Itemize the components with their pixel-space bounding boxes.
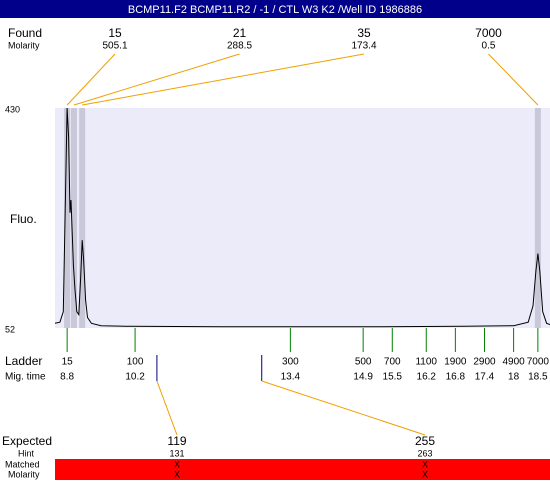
- expected-connector: [261, 380, 426, 436]
- found-molarity: 288.5: [227, 41, 252, 52]
- found-molarity: 173.4: [351, 41, 376, 52]
- hint: 263: [417, 448, 432, 458]
- matched-band: [55, 459, 550, 480]
- matched: X: [174, 459, 180, 469]
- ladder-size: 15: [62, 357, 74, 368]
- molarity: X: [174, 469, 180, 479]
- mig-time-label: Mig. time: [5, 372, 46, 383]
- found-connector: [82, 53, 365, 106]
- mig-time: 10.2: [125, 372, 145, 383]
- y-tick-label: 52: [5, 324, 15, 334]
- title-bar: [0, 0, 550, 18]
- y-axis-label: Fluo.: [10, 212, 37, 226]
- molarity: X: [422, 469, 428, 479]
- found-molarity: 505.1: [102, 41, 127, 52]
- found-size: 15: [108, 26, 122, 40]
- found-size: 7000: [475, 26, 502, 40]
- found-connector: [66, 53, 116, 106]
- ladder-size: 1100: [415, 357, 437, 368]
- expected-size: 255: [415, 434, 435, 448]
- peak-band: [70, 108, 77, 328]
- mig-time: 14.9: [353, 372, 373, 383]
- ladder-size: 700: [384, 357, 401, 368]
- hint: 131: [169, 448, 184, 458]
- mig-time: 18.5: [528, 372, 548, 383]
- found-connector: [488, 53, 539, 106]
- found-molarity: 0.5: [482, 41, 496, 52]
- peak-band: [534, 108, 541, 328]
- matched-label: Matched: [5, 459, 40, 469]
- found-connector: [73, 53, 240, 106]
- found-size: 35: [357, 26, 371, 40]
- plot-area: [55, 108, 550, 328]
- mig-time: 16.8: [446, 372, 466, 383]
- expected-size: 119: [167, 434, 186, 448]
- ladder-label: Ladder: [5, 354, 42, 368]
- ladder-size: 500: [355, 357, 372, 368]
- expected-connector: [156, 380, 178, 436]
- trace: [54, 107, 550, 328]
- mig-time: 18: [508, 372, 520, 383]
- y-tick-label: 430: [5, 104, 20, 114]
- ladder-size: 300: [282, 357, 299, 368]
- ladder-size: 2900: [473, 357, 496, 368]
- mig-time: 15.5: [383, 372, 403, 383]
- found-size: 21: [233, 26, 247, 40]
- ladder-size: 100: [127, 357, 144, 368]
- mig-time: 17.4: [475, 372, 495, 383]
- hint-label: Hint: [18, 448, 35, 458]
- expected-molarity-label: Molarity: [8, 469, 40, 479]
- title: BCMP11.F2 BCMP11.R2 / -1 / CTL W3 K2 /We…: [128, 4, 422, 16]
- mig-time: 13.4: [281, 372, 301, 383]
- ladder-size: 7000: [527, 357, 550, 368]
- peak-band: [79, 108, 86, 328]
- mig-time: 8.8: [60, 372, 74, 383]
- molarity-label: Molarity: [8, 40, 40, 50]
- expected-label: Expected: [2, 434, 52, 448]
- mig-time: 16.2: [417, 372, 437, 383]
- found-label: Found: [8, 26, 42, 40]
- ladder-size: 4900: [502, 357, 525, 368]
- matched: X: [422, 459, 428, 469]
- peak-band: [64, 108, 71, 328]
- ladder-size: 1900: [444, 357, 467, 368]
